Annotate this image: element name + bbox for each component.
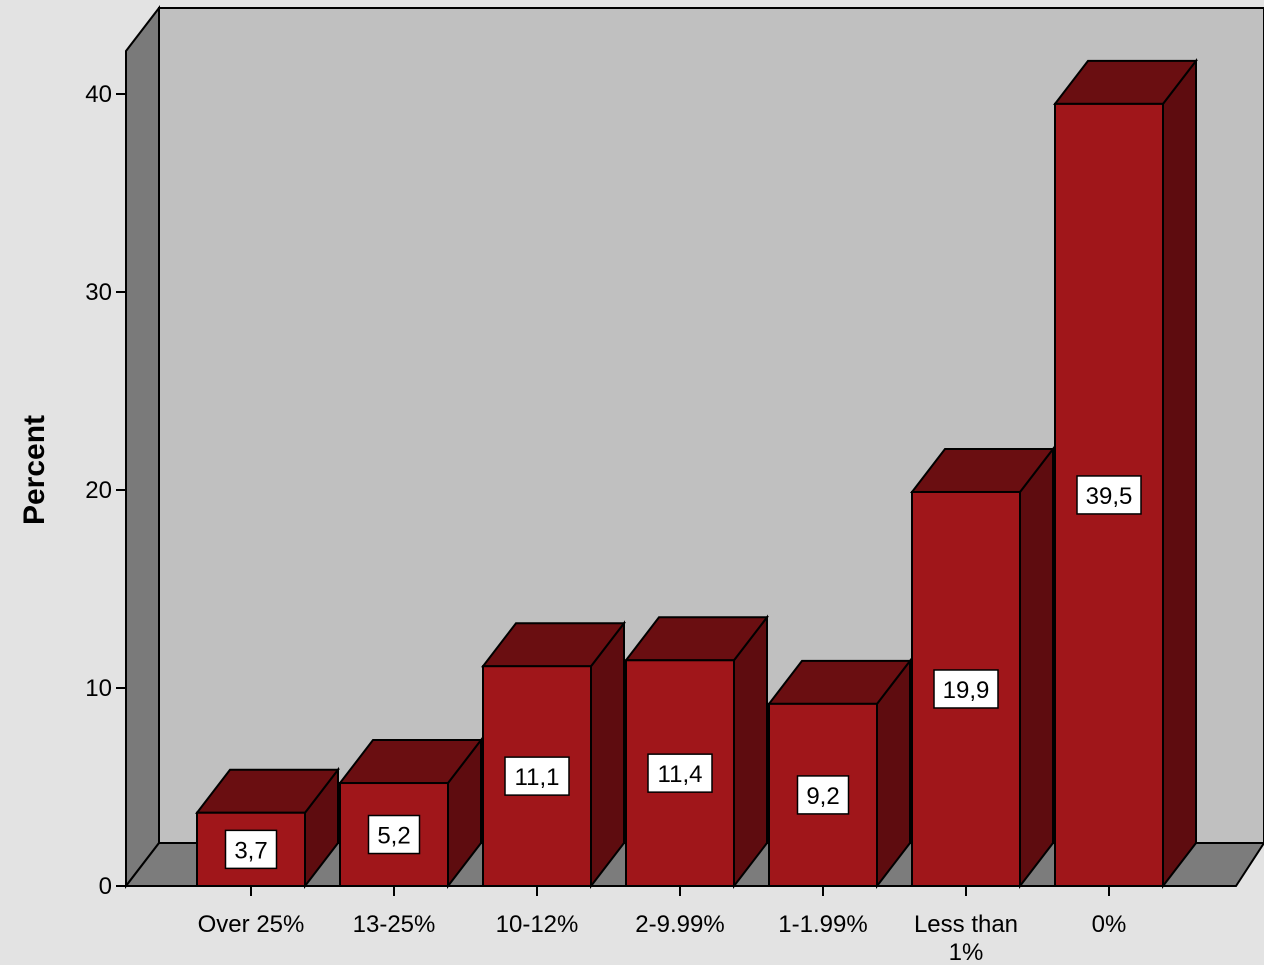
y-tick-label: 0 bbox=[99, 873, 112, 900]
x-tick-label: 10-12% bbox=[496, 911, 579, 938]
y-tick-label: 40 bbox=[85, 81, 112, 108]
data-label: 11,4 bbox=[658, 761, 703, 788]
x-tick-label: 2-9.99% bbox=[635, 911, 724, 938]
data-label-box bbox=[796, 775, 850, 815]
x-tick-label: Over 25% bbox=[198, 911, 305, 938]
x-tick-label: Less than 1% bbox=[914, 911, 1018, 965]
bars: 3,7 5,2 11,1 11,4 9,2 19,9 39,5 bbox=[194, 57, 1199, 889]
y-tick-label: 10 bbox=[85, 675, 112, 702]
bar-side bbox=[1019, 446, 1054, 889]
x-tick-label: 0% bbox=[1092, 911, 1127, 938]
data-label: 9,2 bbox=[806, 783, 839, 810]
data-label: 3,7 bbox=[234, 837, 267, 864]
y-tick-label: 20 bbox=[85, 477, 112, 504]
x-axis: Over 25% 13-25% 10-12% 2-9.99% 1-1.99% Less t… bbox=[126, 885, 1236, 965]
data-label-box bbox=[1076, 475, 1142, 515]
bar-front bbox=[625, 659, 735, 888]
bar: 9,2 bbox=[766, 657, 913, 889]
data-label-box bbox=[933, 669, 999, 709]
data-label: 19,9 bbox=[943, 677, 990, 704]
bar: 3,7 bbox=[194, 766, 341, 889]
bar-side bbox=[733, 614, 768, 889]
data-label-box bbox=[504, 756, 570, 796]
data-label-box bbox=[367, 814, 421, 855]
x-tick-label: 1-1.99% bbox=[778, 911, 867, 938]
side-wall bbox=[125, 5, 160, 889]
y-tick-label: 30 bbox=[85, 279, 112, 306]
data-label-box bbox=[647, 753, 713, 793]
data-label: 11,1 bbox=[515, 764, 560, 791]
bar-side bbox=[1162, 57, 1197, 889]
bar: 39,5 bbox=[1052, 57, 1199, 889]
y-axis-title: Percent bbox=[18, 415, 51, 525]
y-axis: 0 10 20 30 40 bbox=[85, 51, 127, 900]
bar: 11,1 bbox=[480, 620, 627, 889]
data-label: 5,2 bbox=[377, 823, 410, 850]
x-tick-label: 13-25% bbox=[353, 911, 436, 938]
data-label-box bbox=[224, 829, 278, 870]
bar: 19,9 bbox=[909, 446, 1056, 889]
data-label: 39,5 bbox=[1086, 483, 1133, 510]
bar: 5,2 bbox=[337, 737, 484, 889]
bar-side bbox=[590, 620, 625, 889]
bar: 11,4 bbox=[623, 614, 770, 889]
